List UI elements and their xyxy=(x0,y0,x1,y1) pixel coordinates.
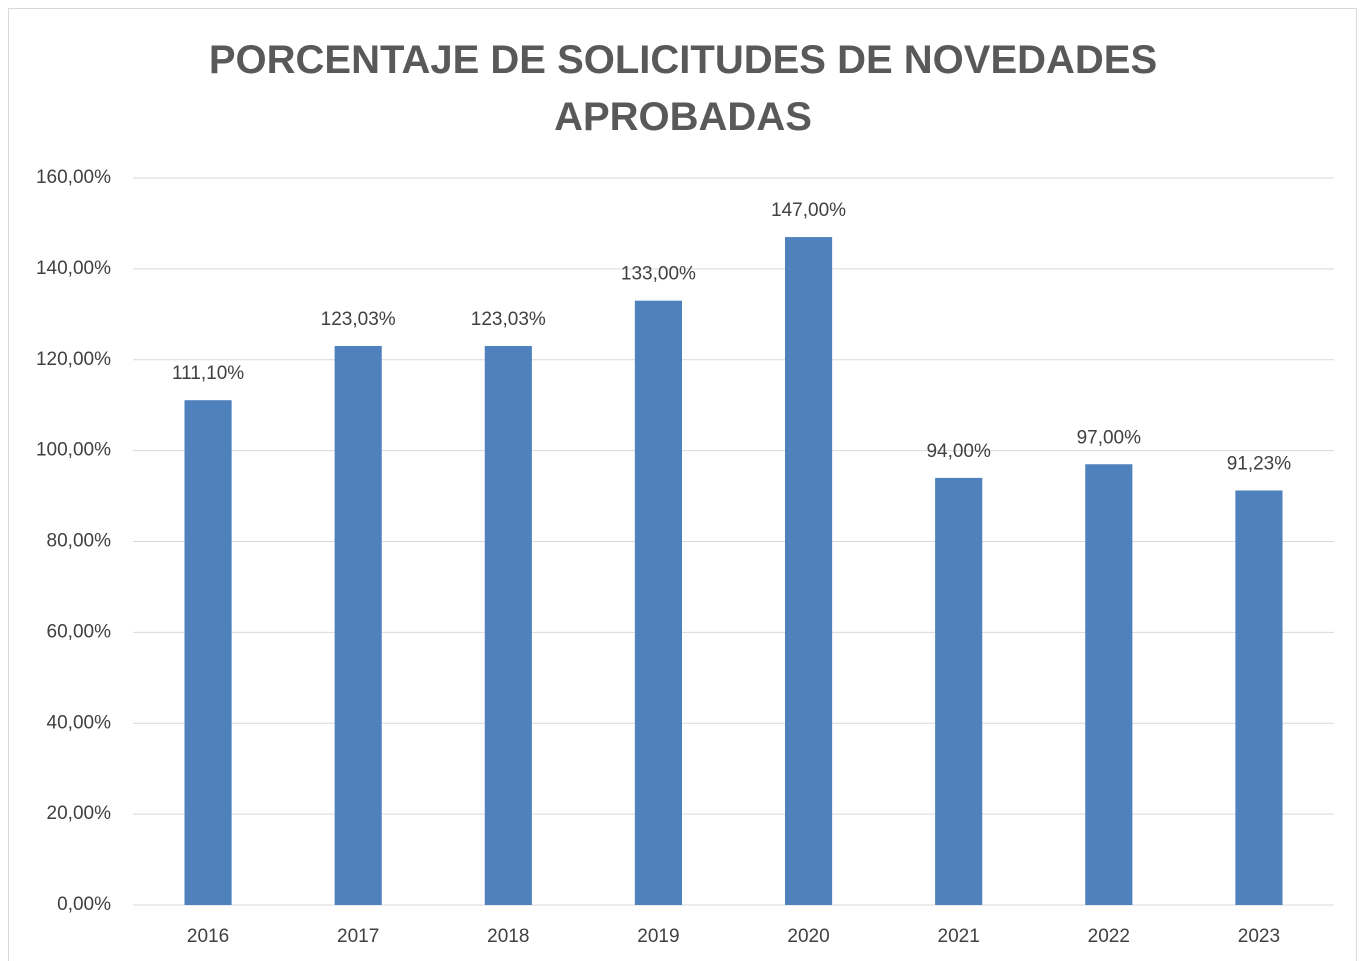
data-label: 111,10% xyxy=(172,363,244,384)
data-label: 123,03% xyxy=(471,309,546,330)
chart-border xyxy=(8,8,1357,961)
x-tick-label: 2019 xyxy=(637,926,679,947)
y-tick-label: 120,00% xyxy=(36,349,111,370)
x-tick-label: 2021 xyxy=(938,926,980,947)
x-tick-label: 2017 xyxy=(337,926,379,947)
bar xyxy=(184,400,232,905)
bar xyxy=(935,477,983,905)
y-tick-label: 160,00% xyxy=(36,167,111,188)
data-label: 147,00% xyxy=(771,200,846,221)
bar xyxy=(334,345,382,906)
y-tick-label: 100,00% xyxy=(36,440,111,461)
y-tick-label: 140,00% xyxy=(36,258,111,279)
y-tick-label: 20,00% xyxy=(47,803,112,824)
bar xyxy=(1085,464,1133,905)
chart-title: PORCENTAJE DE SOLICITUDES DE NOVEDADES A… xyxy=(208,38,1158,139)
data-label: 91,23% xyxy=(1227,453,1292,474)
y-tick-label: 40,00% xyxy=(47,712,112,733)
y-tick-label: 60,00% xyxy=(47,621,112,642)
data-label: 133,00% xyxy=(621,264,696,285)
x-tick-label: 2020 xyxy=(787,926,829,947)
x-tick-label: 2016 xyxy=(187,926,229,947)
x-tick-label: 2022 xyxy=(1088,926,1130,947)
bar xyxy=(784,237,833,906)
x-tick-label: 2018 xyxy=(487,926,529,947)
bar xyxy=(484,345,532,906)
data-label: 97,00% xyxy=(1077,427,1142,448)
bar xyxy=(634,300,683,905)
data-label: 94,00% xyxy=(926,441,991,462)
y-tick-label: 80,00% xyxy=(47,531,112,552)
x-tick-label: 2023 xyxy=(1238,926,1280,947)
data-label: 123,03% xyxy=(321,309,396,330)
y-tick-label: 0,00% xyxy=(57,894,111,915)
bar xyxy=(1235,490,1283,905)
